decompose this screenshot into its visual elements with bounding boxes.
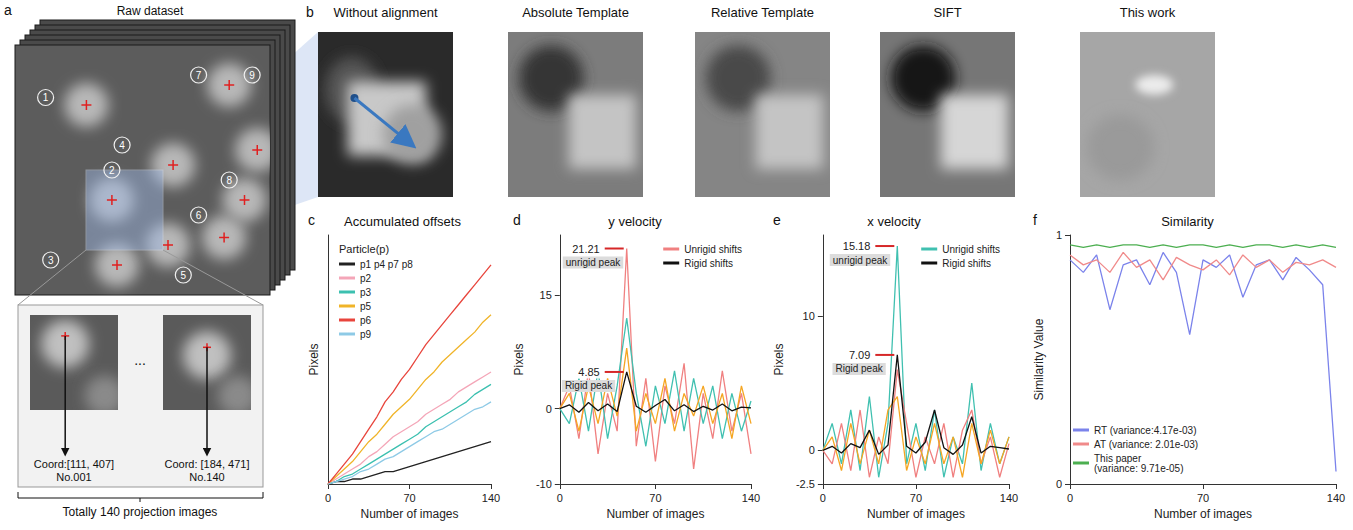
svg-text:unrigid peak: unrigid peak <box>833 255 888 266</box>
svg-text:1: 1 <box>43 92 49 103</box>
svg-text:10: 10 <box>803 310 815 322</box>
svg-text:p9: p9 <box>360 329 372 340</box>
svg-text:Coord: [184, 471]: Coord: [184, 471] <box>164 458 249 470</box>
svg-text:5: 5 <box>181 270 187 281</box>
svg-text:8: 8 <box>226 175 232 186</box>
svg-text:2: 2 <box>109 165 115 176</box>
svg-text:Absolute Template: Absolute Template <box>522 5 629 20</box>
svg-text:p6: p6 <box>360 315 372 326</box>
svg-text:Raw dataset: Raw dataset <box>117 4 184 18</box>
svg-text:Particle(p): Particle(p) <box>339 243 389 255</box>
svg-text:Number of images: Number of images <box>1154 507 1252 521</box>
svg-text:Unrigid shifts: Unrigid shifts <box>684 244 742 255</box>
svg-text:Number of images: Number of images <box>606 507 704 521</box>
svg-text:d: d <box>513 212 521 228</box>
svg-text:4.85: 4.85 <box>578 366 599 378</box>
svg-text:0: 0 <box>325 492 331 504</box>
svg-text:0: 0 <box>546 403 552 415</box>
svg-text:-2.5: -2.5 <box>796 478 815 490</box>
svg-text:Pixels: Pixels <box>307 343 321 375</box>
svg-text:Pixels: Pixels <box>772 343 786 375</box>
svg-text:21.21: 21.21 <box>572 243 600 255</box>
svg-text:0: 0 <box>820 492 826 504</box>
svg-text:70: 70 <box>910 492 922 504</box>
svg-text:x velocity: x velocity <box>867 214 921 229</box>
svg-text:b: b <box>306 4 314 20</box>
svg-text:Similarity Value: Similarity Value <box>1032 318 1046 400</box>
svg-text:140: 140 <box>742 492 760 504</box>
svg-text:0: 0 <box>1067 492 1073 504</box>
svg-text:y velocity: y velocity <box>608 214 662 229</box>
svg-text:6: 6 <box>196 210 202 221</box>
svg-text:This paper: This paper <box>1094 452 1142 464</box>
svg-text:Coord:[111, 407]: Coord:[111, 407] <box>34 458 114 470</box>
svg-text:p3: p3 <box>360 287 372 298</box>
svg-text:No.001: No.001 <box>56 471 91 483</box>
svg-text:e: e <box>773 212 781 228</box>
svg-text:1: 1 <box>1056 229 1062 241</box>
svg-text:Number of images: Number of images <box>867 507 965 521</box>
svg-text:Totally 140 projection images: Totally 140 projection images <box>63 505 218 519</box>
svg-text:7.09: 7.09 <box>849 349 870 361</box>
svg-text:3: 3 <box>48 255 54 266</box>
svg-text:Pixels: Pixels <box>512 343 526 375</box>
svg-text:unrigid peak: unrigid peak <box>566 257 621 268</box>
svg-text:p5: p5 <box>360 301 372 312</box>
svg-text:p2: p2 <box>360 273 372 284</box>
svg-text:70: 70 <box>403 492 415 504</box>
svg-text:Number of images: Number of images <box>360 507 458 521</box>
svg-text:This work: This work <box>1120 5 1176 20</box>
svg-text:Rigid peak: Rigid peak <box>565 380 613 391</box>
svg-text:9: 9 <box>249 70 255 81</box>
svg-text:140: 140 <box>1000 492 1018 504</box>
svg-text:a: a <box>4 2 12 18</box>
svg-text:70: 70 <box>649 492 661 504</box>
svg-text:c: c <box>308 212 315 228</box>
svg-text:p1 p4 p7 p8: p1 p4 p7 p8 <box>360 259 413 270</box>
svg-text:70: 70 <box>1197 492 1209 504</box>
svg-text:(variance: 9.71e-05): (variance: 9.71e-05) <box>1094 463 1184 474</box>
svg-text:Accumulated offsets: Accumulated offsets <box>344 214 461 229</box>
svg-text:140: 140 <box>482 492 500 504</box>
svg-text:Without alignment: Without alignment <box>333 5 437 20</box>
svg-text:AT (variance: 2.01e-03): AT (variance: 2.01e-03) <box>1094 439 1198 450</box>
svg-text:f: f <box>1033 212 1037 228</box>
svg-text:7: 7 <box>196 70 202 81</box>
svg-text:0: 0 <box>809 444 815 456</box>
svg-text:140: 140 <box>1327 492 1345 504</box>
svg-text:4: 4 <box>119 140 125 151</box>
svg-text:Rigid shifts: Rigid shifts <box>684 258 733 269</box>
svg-text:0: 0 <box>557 492 563 504</box>
svg-text:15: 15 <box>540 289 552 301</box>
svg-text:...: ... <box>134 352 146 368</box>
svg-text:Relative Template: Relative Template <box>711 5 814 20</box>
svg-text:No.140: No.140 <box>189 471 224 483</box>
svg-text:-10: -10 <box>536 478 552 490</box>
svg-text:15.18: 15.18 <box>843 240 871 252</box>
svg-text:Rigid shifts: Rigid shifts <box>942 258 991 269</box>
svg-text:Similarity: Similarity <box>1161 214 1214 229</box>
svg-text:Rigid peak: Rigid peak <box>835 363 883 374</box>
svg-text:RT (variance:4.17e-03): RT (variance:4.17e-03) <box>1094 425 1196 436</box>
svg-text:SIFT: SIFT <box>933 5 961 20</box>
svg-text:0: 0 <box>1056 478 1062 490</box>
svg-text:Unrigid shifts: Unrigid shifts <box>942 244 1000 255</box>
